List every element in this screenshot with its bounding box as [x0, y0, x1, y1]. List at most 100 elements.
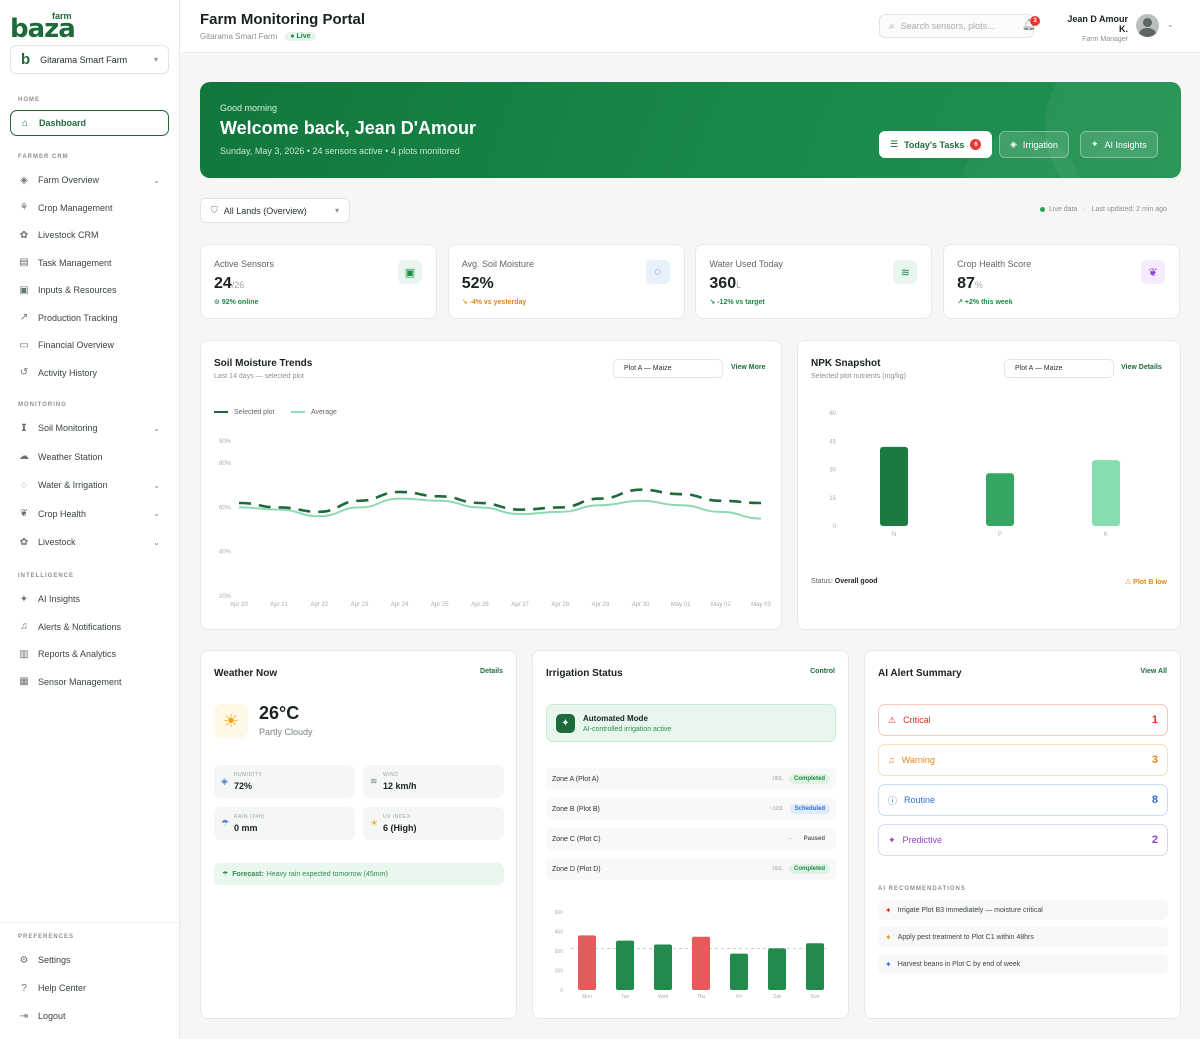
stat-card-crop-health-score[interactable]: Crop Health Score 87% ↗ +2% this week ❦: [943, 244, 1181, 319]
plot-selector[interactable]: Plot A — Maize: [1004, 359, 1114, 378]
bar-tue: [616, 940, 634, 990]
irrigation-zone-row[interactable]: Zone B (Plot B) ~120L Scheduled: [546, 798, 836, 820]
stat-label: Crop Health Score: [957, 259, 1032, 269]
x-tick-label: May 03: [751, 602, 771, 608]
irrigation-button[interactable]: ◈ Irrigation: [999, 131, 1069, 158]
avatar[interactable]: [1136, 14, 1159, 37]
weather-details-link[interactable]: Details: [480, 668, 503, 675]
alert-predictive[interactable]: ✦ Predictive 2: [878, 824, 1168, 856]
stat-value: 87%: [957, 275, 983, 293]
irrigation-zone-row[interactable]: Zone C (Plot C) — Paused: [546, 828, 836, 850]
waves-icon: ≋: [893, 260, 918, 284]
alert-warning[interactable]: ♫ Warning 3: [878, 744, 1168, 776]
chevron-down-icon[interactable]: ⌄: [1167, 20, 1174, 29]
sidebar-item-weather-station[interactable]: ☁ Weather Station: [18, 448, 168, 466]
sidebar-item-settings[interactable]: ⚙ Settings: [18, 951, 168, 969]
logo-text: baza: [10, 14, 76, 44]
sidebar-item-ai-insights[interactable]: ✦ AI Insights: [18, 590, 168, 608]
file-icon: ▤: [19, 257, 29, 268]
stat-suffix: /26: [231, 280, 245, 290]
y-tick-label: 80%: [219, 461, 232, 467]
sidebar-item-dashboard[interactable]: ⌂ Dashboard: [10, 110, 169, 136]
search-placeholder: Search sensors, plots...: [900, 21, 995, 31]
sidebar-item-livestock-crm[interactable]: ✿ Livestock CRM: [18, 226, 168, 244]
nav-section-monitoring: MONITORING: [18, 402, 67, 408]
sidebar-item-financial-overview[interactable]: ▭ Financial Overview: [18, 336, 168, 354]
sidebar-item-inputs-resources[interactable]: ▣ Inputs & Resources: [18, 281, 168, 299]
sidebar-item-farm-overview[interactable]: ◈ Farm Overview ⌄: [18, 171, 168, 189]
chip-icon: ▦: [19, 676, 29, 687]
last-updated: Last updated: 2 min ago: [1091, 206, 1167, 213]
alert-routine[interactable]: ⓘ Routine 8: [878, 784, 1168, 816]
sidebar-item-activity-history[interactable]: ↺ Activity History: [18, 364, 168, 382]
bar-p: [986, 473, 1014, 526]
irrigation-zone-row[interactable]: Zone D (Plot D) 160L Completed: [546, 858, 836, 880]
sidebar-item-label: Production Tracking: [38, 312, 118, 323]
help-icon: ?: [21, 982, 27, 994]
sparkle-icon: ✦: [885, 932, 892, 942]
sidebar-item-label: Reports & Analytics: [38, 649, 117, 659]
sidebar-item-help-center[interactable]: ? Help Center: [18, 979, 168, 997]
sidebar-item-task-management[interactable]: ▤ Task Management: [18, 254, 168, 272]
sidebar-item-soil-monitoring[interactable]: 𝗜 Soil Monitoring ⌄: [18, 419, 168, 437]
alert-critical[interactable]: ⚠ Critical 1: [878, 704, 1168, 736]
view-more-link[interactable]: View More: [731, 364, 766, 371]
baza-logo[interactable]: farm baza: [10, 8, 80, 44]
sidebar-item-sensor-management[interactable]: ▦ Sensor Management: [18, 673, 168, 691]
x-tick-label: Apr 23: [351, 602, 369, 608]
npk-card: NPK Snapshot Selected plot nutrients (mg…: [797, 340, 1181, 630]
farm-selector[interactable]: b Gitarama Smart Farm ▾: [10, 45, 169, 74]
search-input[interactable]: ⌕ Search sensors, plots...: [879, 14, 1034, 38]
sidebar-item-production-tracking[interactable]: ↗ Production Tracking: [18, 309, 168, 327]
live-label: Live: [296, 33, 311, 40]
recommendation-item[interactable]: ✦ Apply pest treatment to Plot C1 within…: [878, 927, 1168, 947]
layers-icon: ◈: [20, 174, 28, 186]
stat-change: ↘ -12% vs target: [709, 298, 764, 306]
stat-label: Avg. Soil Moisture: [461, 259, 535, 269]
sidebar-item-livestock[interactable]: ✿ Livestock ⌄: [18, 533, 168, 551]
sidebar-item-water-irrigation[interactable]: ◌ Water & Irrigation ⌄: [18, 476, 168, 494]
sidebar-item-alerts-notifications[interactable]: ♫ Alerts & Notifications: [18, 618, 168, 636]
x-tick-label: Sun: [811, 994, 820, 1000]
thermometer-icon: 𝗜: [21, 422, 27, 434]
sidebar-item-crop-management[interactable]: ⚘ Crop Management: [18, 199, 168, 217]
zone-status-badge: Scheduled: [789, 804, 830, 814]
recommendation-item[interactable]: ✦ Irrigate Plot B3 immediately — moistur…: [878, 900, 1168, 920]
stat-card-active-sensors[interactable]: Active Sensors 24/26 ⊙ 92% online ▣: [200, 244, 437, 319]
series-line-selected-plot: [238, 488, 762, 514]
x-tick-label: Apr 28: [551, 602, 569, 608]
view-details-link[interactable]: View Details: [1121, 364, 1162, 371]
sidebar-item-reports-analytics[interactable]: ▥ Reports & Analytics: [18, 645, 168, 663]
trend-down-icon: ↘: [461, 299, 468, 306]
ai-insights-button[interactable]: ✦ AI Insights: [1080, 131, 1158, 158]
live-dot: [1040, 207, 1045, 212]
uv-box: ☀ UV INDEX 6 (High): [363, 807, 504, 840]
sun-icon: ☀: [214, 704, 248, 738]
x-tick-label: May 01: [671, 602, 691, 608]
irrigation-zone-row[interactable]: Zone A (Plot A) 180L Completed: [546, 768, 836, 790]
welcome-title: Welcome back, Jean D'Amour: [220, 118, 477, 138]
x-tick-label: K: [1104, 532, 1108, 538]
stat-card-water-used-today[interactable]: Water Used Today 360L ↘ -12% vs target ≋: [695, 244, 933, 319]
chip-icon: ▣: [398, 260, 422, 284]
user-info[interactable]: Jean D Amour K. Farm Manager: [1058, 14, 1128, 43]
stat-card-avg-soil-moisture[interactable]: Avg. Soil Moisture 52% ↘ -4% vs yesterda…: [447, 244, 685, 319]
y-tick-label: 0: [833, 524, 837, 530]
automated-mode-banner[interactable]: ✦ Automated Mode AI-controlled irrigatio…: [546, 704, 836, 742]
sidebar-item-crop-health[interactable]: ❦ Crop Health ⌄: [18, 505, 168, 523]
sidebar-item-label: Help Center: [38, 983, 87, 993]
mode-subtitle: AI-controlled irrigation active: [583, 726, 672, 733]
y-tick-label: 300: [555, 949, 564, 955]
notifications-button[interactable]: 🔔︎ 3: [1022, 16, 1040, 34]
view-all-link[interactable]: View All: [1140, 668, 1167, 675]
recommendation-item[interactable]: ✦ Harvest beans in Plot C by end of week: [878, 954, 1168, 974]
todays-tasks-button[interactable]: ☰ Today's Tasks 6: [879, 131, 993, 158]
stat-suffix: %: [974, 280, 983, 290]
recommendations-label: AI RECOMMENDATIONS: [878, 886, 966, 892]
lands-filter[interactable]: ⛉ All Lands (Overview) ▾: [200, 198, 350, 223]
plot-selector[interactable]: Plot A — Maize: [613, 359, 723, 378]
status-label: Status:: [811, 578, 833, 585]
card-title: Soil Moisture Trends: [214, 358, 313, 369]
irrigation-control-link[interactable]: Control: [810, 668, 835, 675]
sidebar-item-logout[interactable]: ⇥ Logout: [18, 1007, 168, 1025]
